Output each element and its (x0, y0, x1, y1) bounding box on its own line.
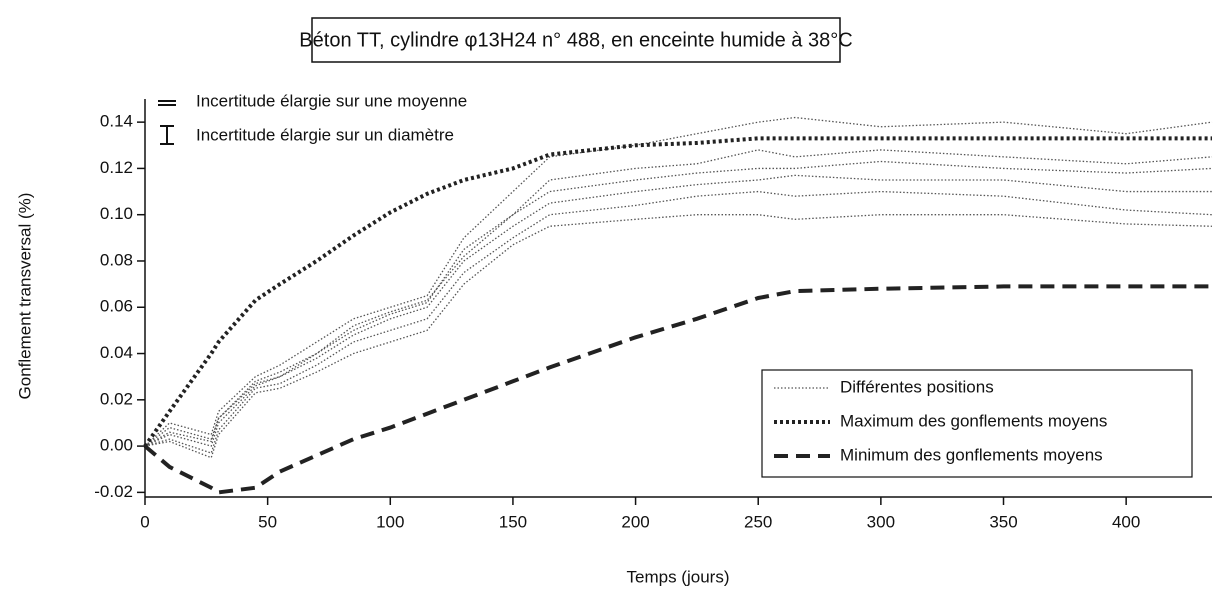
uncertainty-symbol (160, 125, 174, 145)
y-tick-label: 0.00 (100, 436, 133, 455)
y-tick-label: 0.06 (100, 297, 133, 316)
legend-box (761, 369, 1193, 478)
y-tick-label: 0.12 (100, 158, 133, 177)
y-tick-label: 0.14 (100, 112, 133, 131)
x-tick-label: 400 (1112, 512, 1140, 531)
data-line (144, 214, 1213, 459)
legend-label: Maximum des gonflements moyens (840, 411, 1107, 430)
legend-label: Minimum des gonflements moyens (840, 445, 1103, 464)
annotation: Incertitude élargie sur une moyenne (196, 91, 467, 110)
y-tick-label: 0.02 (100, 389, 133, 408)
data-line (144, 174, 1212, 447)
data-line (143, 284, 1212, 495)
x-tick-label: 150 (499, 512, 527, 531)
x-tick-label: 250 (744, 512, 772, 531)
x-tick-label: 300 (867, 512, 895, 531)
data-line (144, 190, 1213, 454)
y-tick-label: 0.04 (100, 343, 133, 362)
legend-label: Différentes positions (840, 377, 994, 396)
x-tick-label: 0 (140, 512, 149, 531)
x-axis-label: Temps (jours) (627, 567, 730, 586)
data-line (144, 160, 1213, 447)
annotation: Incertitude élargie sur un diamètre (196, 125, 454, 144)
x-tick-label: 200 (621, 512, 649, 531)
x-tick-label: 350 (989, 512, 1017, 531)
chart-title: Béton TT, cylindre φ13H24 n° 488, en enc… (299, 29, 852, 51)
x-tick-label: 100 (376, 512, 404, 531)
y-tick-label: -0.02 (94, 482, 133, 501)
data-line (143, 136, 1212, 448)
y-tick-label: 0.08 (100, 250, 133, 269)
y-axis-label: Gonflement transversal (%) (15, 193, 34, 400)
x-tick-label: 50 (258, 512, 277, 531)
title-box (311, 17, 841, 63)
y-tick-label: 0.10 (100, 204, 133, 223)
